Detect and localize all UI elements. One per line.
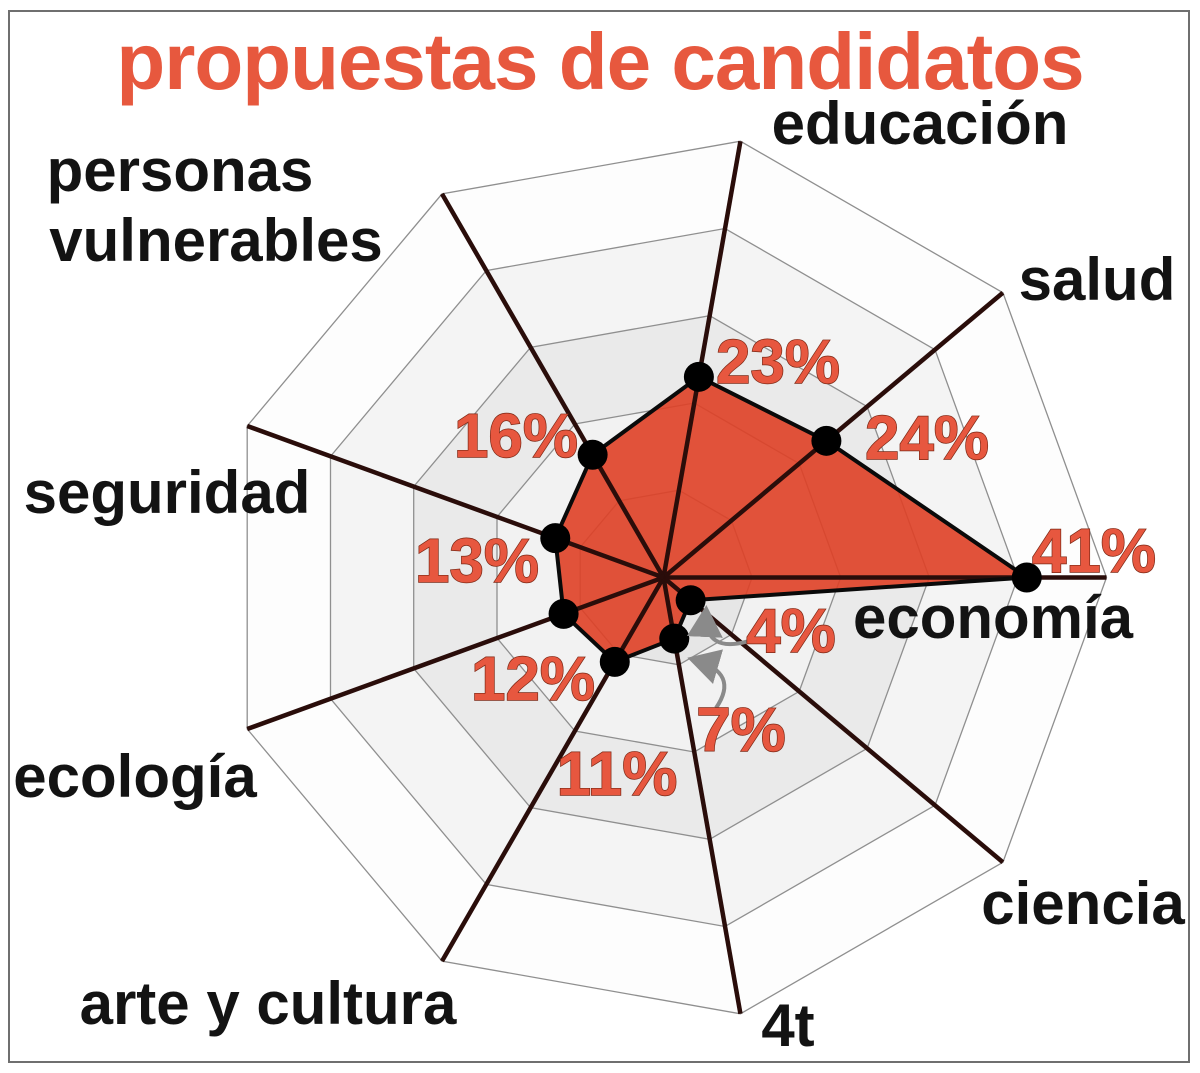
data-point-dot-ecología [548, 598, 579, 629]
data-point-dot-economía [1011, 562, 1042, 593]
callout-arrow-ciencia [686, 605, 750, 647]
data-polygon-fill [555, 376, 1027, 662]
axis-spoke-educación [661, 140, 743, 578]
data-point-dot-seguridad [540, 523, 571, 554]
data-point-dot-educación [683, 361, 714, 392]
category-label-arte-y-cultura: arte y cultura [80, 970, 457, 1037]
value-label-personas-vulnerables: 16% [454, 402, 578, 471]
axis-spoke-arte-y-cultura [440, 576, 666, 963]
data-point-dot-4t [659, 623, 690, 654]
callout-arrow-4t [687, 649, 727, 710]
category-label-ecología: ecología [13, 743, 257, 810]
data-point-dot-arte-y-cultura [599, 646, 630, 677]
grid-ring [246, 140, 1108, 1015]
category-label-economía: economía [853, 584, 1134, 651]
data-point-dot-ciencia [675, 585, 706, 616]
value-label-ecología: 12% [471, 645, 595, 714]
page-title: propuestas de candidatos [116, 17, 1084, 106]
axis-spoke-seguridad [246, 423, 665, 580]
data-point-dot-personas-vulnerables [577, 439, 608, 470]
category-label-educación: educación [772, 90, 1069, 157]
value-label-economía: 41% [1032, 517, 1156, 586]
value-label-4t: 7% [696, 696, 786, 765]
value-label-ciencia: 4% [746, 597, 836, 666]
axis-spoke-personas-vulnerables [440, 192, 666, 579]
category-label-salud: salud [1019, 246, 1176, 313]
data-polygon-border [553, 374, 1033, 665]
data-point-dot-salud [811, 425, 842, 456]
value-label-arte-y-cultura: 11% [557, 740, 678, 809]
grid-ring [329, 227, 1019, 928]
axis-spoke-ecología [246, 575, 665, 732]
category-label-4t: 4t [761, 992, 814, 1059]
value-label-educación: 23% [716, 328, 840, 397]
category-label-personas-vulnerables-line2: vulnerables [49, 207, 383, 274]
category-label-seguridad: seguridad [24, 459, 311, 526]
value-label-salud: 24% [865, 404, 989, 473]
value-label-seguridad: 13% [415, 527, 539, 596]
category-label-personas-vulnerables-line1: personas [47, 137, 314, 204]
category-label-ciencia: ciencia [981, 870, 1185, 937]
